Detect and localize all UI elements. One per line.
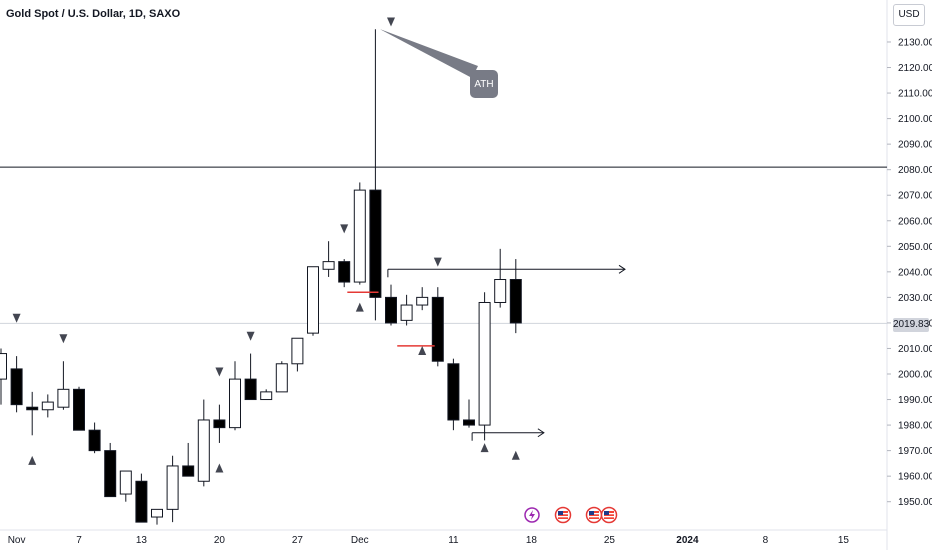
last-price-label: 2019.83 (893, 318, 930, 332)
candle-down (385, 296, 397, 324)
annotation-text: ATH (474, 79, 493, 90)
x-tick-label: 11 (448, 535, 459, 546)
candle-up (229, 378, 241, 429)
x-tick-label: 18 (526, 535, 538, 546)
candle-down (26, 406, 39, 411)
x-tick-label: 13 (136, 535, 148, 546)
x-tick-label: 27 (292, 535, 304, 546)
candle-up (478, 301, 491, 426)
candle-up (197, 419, 210, 482)
flag-canton (589, 511, 594, 515)
candle-down (182, 465, 195, 477)
y-tick-label: 2000.00 (898, 370, 932, 381)
up-marker-icon (355, 302, 364, 312)
down-marker-icon (246, 331, 255, 341)
candle-down (369, 189, 382, 298)
candle-up (307, 266, 319, 334)
currency-button[interactable]: USD (893, 4, 925, 26)
y-tick-label: 2070.00 (898, 191, 932, 202)
down-marker-icon (340, 224, 349, 234)
annotation-bubble (470, 70, 498, 98)
candle-down (104, 450, 117, 498)
candle-down (88, 429, 101, 452)
down-marker-icon (12, 313, 21, 323)
candle-up (353, 189, 366, 283)
y-tick-label: 2030.00 (898, 293, 932, 304)
candle-up (166, 465, 179, 510)
y-tick-label: 2100.00 (898, 114, 932, 125)
y-tick-label: 1980.00 (898, 421, 932, 432)
candle-up (57, 388, 70, 408)
candle-up (260, 391, 273, 401)
y-tick-label: 2120.00 (898, 63, 932, 74)
y-tick-label: 2040.00 (898, 267, 932, 278)
candle-down (431, 296, 444, 362)
x-tick-label: 25 (604, 535, 616, 546)
flag-stripe-white (558, 516, 568, 518)
candle-down (213, 419, 226, 429)
candle-up (275, 363, 288, 393)
flag-canton (558, 511, 563, 515)
annotation-pointer (380, 29, 478, 78)
flag-canton (604, 511, 609, 515)
up-marker-icon (511, 450, 520, 460)
arrow-head (537, 428, 545, 438)
arrow-head (618, 264, 626, 274)
y-tick-label: 2130.00 (898, 37, 932, 48)
x-tick-label: 8 (763, 535, 769, 546)
candle-down (135, 480, 148, 523)
flag-stripe-white (589, 516, 599, 518)
candle-up (291, 337, 304, 365)
candle-up (0, 353, 7, 380)
up-marker-icon (215, 463, 224, 473)
y-tick-label: 1950.00 (898, 497, 932, 508)
candle-up (494, 279, 507, 303)
candle-up (151, 508, 163, 518)
y-tick-label: 2010.00 (898, 344, 932, 355)
candle-up (119, 470, 132, 495)
x-tick-label: Dec (351, 535, 369, 546)
up-marker-icon (480, 443, 489, 453)
x-tick-label: 15 (838, 535, 850, 546)
candle-down (509, 279, 522, 324)
y-tick-label: 2050.00 (898, 242, 932, 253)
candle-down (10, 368, 23, 406)
y-tick-label: 1990.00 (898, 395, 932, 406)
candle-up (400, 304, 413, 321)
x-tick-label: 7 (76, 535, 82, 546)
candle-up (41, 401, 54, 411)
down-marker-icon (215, 367, 224, 377)
lightning-glyph (529, 510, 535, 520)
candle-down (447, 363, 460, 421)
up-marker-icon (28, 455, 37, 465)
candle-down (463, 419, 475, 426)
y-tick-label: 1970.00 (898, 446, 932, 457)
x-tick-label: 20 (214, 535, 226, 546)
y-tick-label: 2110.00 (898, 89, 932, 100)
y-tick-label: 2060.00 (898, 216, 932, 227)
x-tick-label: Nov (8, 535, 26, 546)
y-tick-label: 1960.00 (898, 472, 932, 483)
up-marker-icon (418, 346, 427, 356)
x-tick-label: 2024 (676, 535, 699, 546)
down-marker-icon (59, 334, 68, 344)
candle-up (416, 296, 429, 306)
candle-down (338, 261, 351, 283)
down-marker-icon (433, 257, 442, 267)
candle-down (244, 378, 257, 401)
y-tick-label: 2080.00 (898, 165, 932, 176)
y-tick-label: 2090.00 (898, 140, 932, 151)
candle-up (322, 261, 335, 270)
down-marker-icon (387, 17, 395, 27)
flag-stripe-white (604, 516, 614, 518)
candle-down (73, 388, 85, 431)
chart-title: Gold Spot / U.S. Dollar, 1D, SAXO (6, 8, 181, 20)
